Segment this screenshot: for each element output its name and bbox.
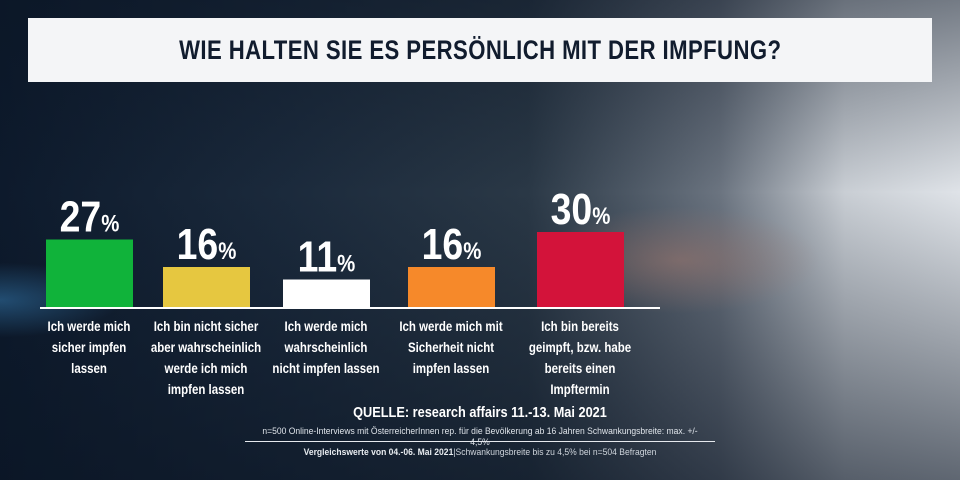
bar — [408, 267, 495, 307]
category-label: Ich werde mich wahrscheinlich nicht impf… — [272, 319, 380, 376]
method-text: n=500 Online-Interviews mit Österreicher… — [262, 426, 698, 448]
bar — [46, 239, 133, 307]
title-bar: WIE HALTEN SIE ES PERSÖNLICH MIT DER IMP… — [28, 18, 932, 82]
data-label: 16% — [177, 219, 237, 269]
data-label: 16% — [422, 219, 482, 269]
data-label: 30% — [551, 184, 611, 234]
bar — [283, 279, 370, 307]
comparison-note: Schwankungsbreite bis zu 4,5% bei n=504 … — [455, 447, 657, 458]
source-text: QUELLE: research affairs 11.-13. Mai 202… — [353, 404, 607, 421]
data-label: 27% — [60, 192, 120, 242]
category-label: Ich werde mich sicher impfen lassen — [47, 319, 131, 376]
category-label: Ich bin nicht sicher aber wahrscheinlich… — [150, 319, 262, 397]
data-label: 11% — [298, 232, 356, 282]
comparison-text: Vergleichswerte von 04.-06. Mai 2021|Sch… — [303, 447, 657, 458]
category-label: Ich werde mich mit Sicherheit nicht impf… — [399, 319, 503, 376]
comparison-date: Vergleichswerte von 04.-06. Mai 2021 — [303, 447, 454, 458]
bar — [537, 232, 624, 307]
divider — [245, 441, 715, 442]
category-label: Ich bin bereits geimpft, bzw. habe berei… — [528, 319, 632, 397]
chart-title: WIE HALTEN SIE ES PERSÖNLICH MIT DER IMP… — [178, 34, 782, 65]
bar — [163, 267, 250, 307]
